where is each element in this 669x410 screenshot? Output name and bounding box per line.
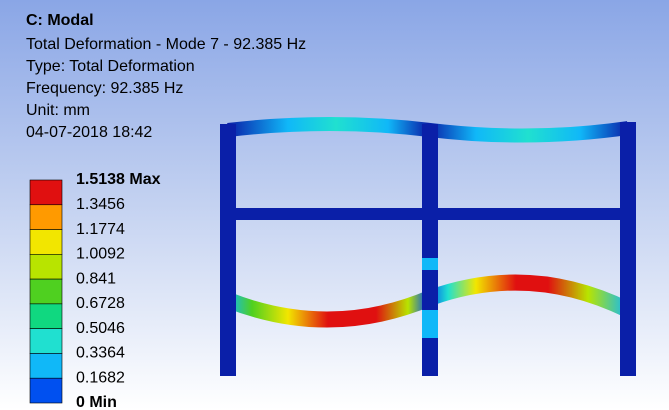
column-highlight <box>422 310 438 338</box>
screen: C: Modal Total Deformation - Mode 7 - 92… <box>0 0 669 410</box>
header-line: Total Deformation - Mode 7 - 92.385 Hz <box>26 36 306 53</box>
legend-label: 1.5138 Max <box>76 171 161 188</box>
header-line: Frequency: 92.385 Hz <box>26 80 183 97</box>
legend-label: 1.0092 <box>76 246 125 263</box>
column-highlight <box>422 258 438 270</box>
legend-label: 0 Min <box>76 394 117 410</box>
legend-swatch <box>30 304 62 329</box>
header-line: Unit: mm <box>26 102 90 119</box>
model <box>220 122 636 376</box>
legend-swatch <box>30 329 62 354</box>
header-line: Type: Total Deformation <box>26 58 195 75</box>
legend-swatch <box>30 353 62 378</box>
legend-label: 0.6728 <box>76 295 125 312</box>
legend-label: 0.1682 <box>76 369 125 386</box>
legend-label: 1.1774 <box>76 221 125 238</box>
title: C: Modal <box>26 12 94 29</box>
legend-swatch <box>30 230 62 255</box>
left-column <box>220 124 236 376</box>
legend-label: 0.841 <box>76 270 116 287</box>
center-column <box>422 124 438 376</box>
right-column <box>620 122 636 376</box>
legend-swatch <box>30 180 62 205</box>
legend-label: 1.3456 <box>76 196 125 213</box>
legend: 1.5138 Max 1.3456 1.1774 1.0092 0.841 0.6728 0… <box>30 171 161 410</box>
header-line: 04-07-2018 18:42 <box>26 124 152 141</box>
legend-swatch <box>30 205 62 230</box>
legend-label: 0.5046 <box>76 320 125 337</box>
viewport: C: Modal Total Deformation - Mode 7 - 92… <box>0 0 669 410</box>
legend-label: 0.3364 <box>76 345 125 362</box>
legend-swatch <box>30 279 62 304</box>
legend-swatch <box>30 378 62 403</box>
legend-swatch <box>30 254 62 279</box>
